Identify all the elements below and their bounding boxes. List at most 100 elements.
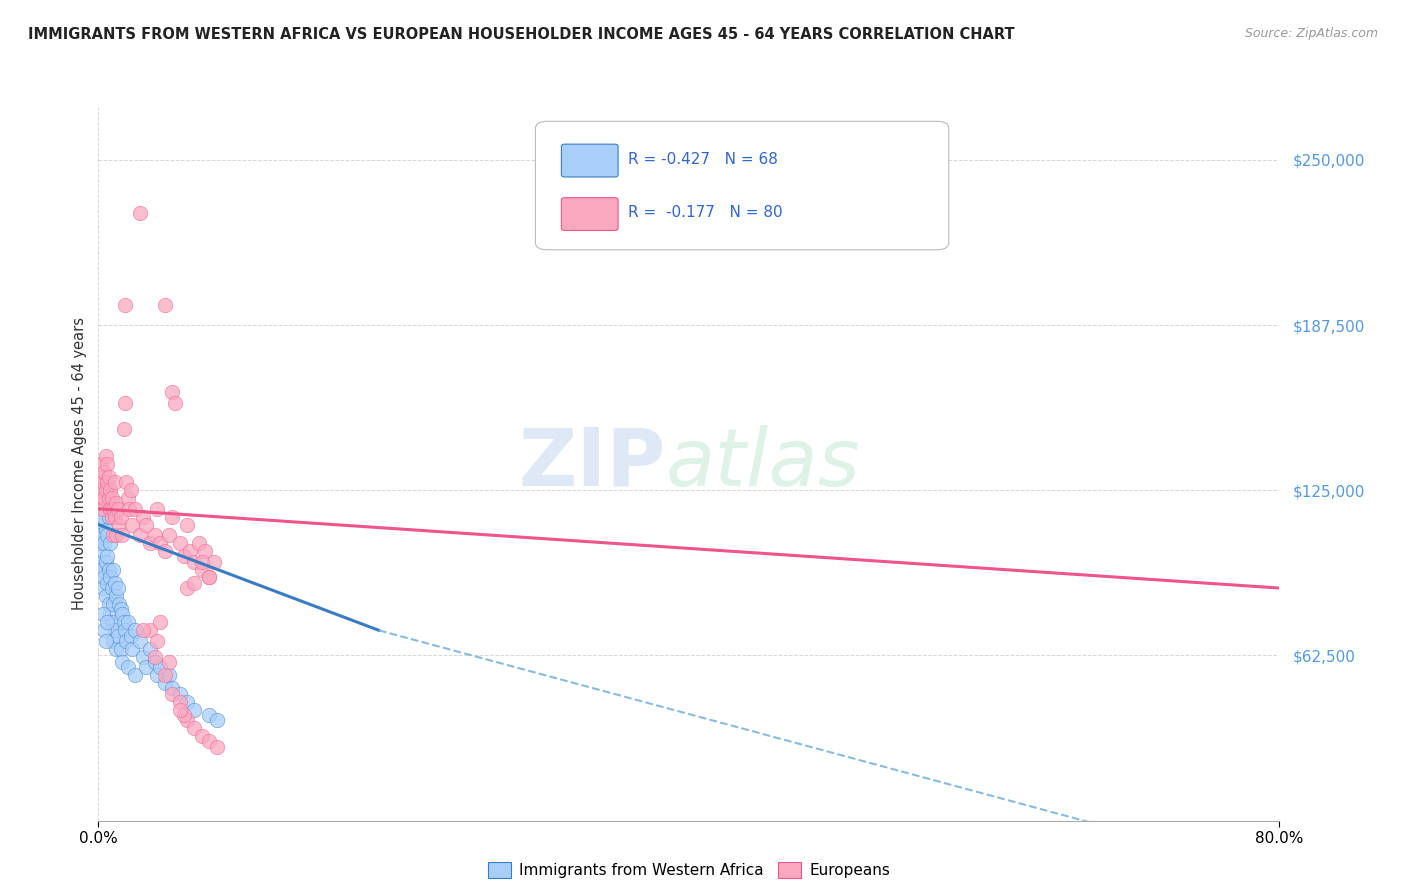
Point <box>198 707 221 722</box>
Point <box>105 528 128 542</box>
Point <box>105 641 128 656</box>
Point <box>105 589 128 603</box>
Point <box>191 729 214 743</box>
Point <box>162 681 183 696</box>
Point <box>128 634 150 648</box>
Point <box>124 624 146 638</box>
Point <box>90 528 112 542</box>
Point <box>183 555 205 569</box>
Point <box>98 483 121 498</box>
Point <box>191 563 214 577</box>
Point <box>91 607 114 622</box>
Point <box>97 597 120 611</box>
Point <box>97 470 120 484</box>
Point <box>198 570 221 584</box>
Point <box>110 602 132 616</box>
Point <box>146 634 169 648</box>
Point <box>146 668 169 682</box>
Point <box>93 624 115 638</box>
Point <box>107 581 129 595</box>
Text: Source: ZipAtlas.com: Source: ZipAtlas.com <box>1244 27 1378 40</box>
Point <box>112 615 135 630</box>
Point <box>94 555 117 569</box>
Point <box>149 660 172 674</box>
Point <box>114 298 136 312</box>
Point <box>94 589 117 603</box>
Point <box>91 509 114 524</box>
Point <box>176 581 198 595</box>
Point <box>91 544 114 558</box>
Point <box>149 615 172 630</box>
Point <box>100 491 122 506</box>
Point <box>176 517 198 532</box>
Point <box>124 501 146 516</box>
Point <box>111 655 134 669</box>
Point <box>91 475 114 490</box>
Point <box>93 536 115 550</box>
Point <box>93 491 115 506</box>
Point <box>198 734 221 748</box>
Point <box>187 536 209 550</box>
Point <box>153 676 176 690</box>
Point <box>107 501 129 516</box>
Point <box>103 563 125 577</box>
Point <box>94 634 117 648</box>
Point <box>205 739 228 754</box>
Point <box>97 491 120 506</box>
Point <box>169 703 191 717</box>
Point <box>157 528 180 542</box>
Point <box>162 385 183 400</box>
Point <box>96 549 118 564</box>
Point <box>146 501 169 516</box>
Point <box>103 528 125 542</box>
Point <box>173 707 195 722</box>
Point <box>162 687 183 701</box>
Point <box>120 629 142 643</box>
Point <box>165 396 187 410</box>
Point <box>108 517 131 532</box>
Point <box>132 649 155 664</box>
Y-axis label: Householder Income Ages 45 - 64 years: Householder Income Ages 45 - 64 years <box>72 318 87 610</box>
Point <box>128 206 150 220</box>
Point <box>157 668 180 682</box>
Point <box>121 517 143 532</box>
Point <box>153 544 176 558</box>
Point <box>179 544 201 558</box>
Point <box>98 607 121 622</box>
Point <box>194 544 217 558</box>
Point <box>89 470 111 484</box>
Point <box>94 483 117 498</box>
Text: R =  -0.177   N = 80: R = -0.177 N = 80 <box>627 205 782 220</box>
Point <box>143 655 166 669</box>
Point <box>104 624 127 638</box>
Point <box>111 528 134 542</box>
Point <box>104 509 127 524</box>
Text: ZIP: ZIP <box>517 425 665 503</box>
Point <box>114 396 136 410</box>
Point <box>103 634 125 648</box>
Point <box>90 563 112 577</box>
Point <box>205 713 228 727</box>
Point <box>169 536 191 550</box>
FancyBboxPatch shape <box>561 145 619 177</box>
Text: IMMIGRANTS FROM WESTERN AFRICA VS EUROPEAN HOUSEHOLDER INCOME AGES 45 - 64 YEARS: IMMIGRANTS FROM WESTERN AFRICA VS EUROPE… <box>28 27 1015 42</box>
Point <box>110 509 132 524</box>
Point <box>93 496 115 510</box>
Text: R = -0.427   N = 68: R = -0.427 N = 68 <box>627 153 778 168</box>
Point <box>135 660 157 674</box>
Point <box>89 555 111 569</box>
Legend: Immigrants from Western Africa, Europeans: Immigrants from Western Africa, European… <box>482 856 896 884</box>
Point <box>100 615 122 630</box>
Point <box>104 475 127 490</box>
Point <box>128 528 150 542</box>
Point <box>97 563 120 577</box>
Point <box>90 483 112 498</box>
Point <box>93 465 115 479</box>
Point <box>94 523 117 537</box>
Point <box>143 528 166 542</box>
Point <box>100 581 122 595</box>
Point <box>135 517 157 532</box>
Point <box>118 501 141 516</box>
Point <box>132 624 155 638</box>
Point <box>176 713 198 727</box>
